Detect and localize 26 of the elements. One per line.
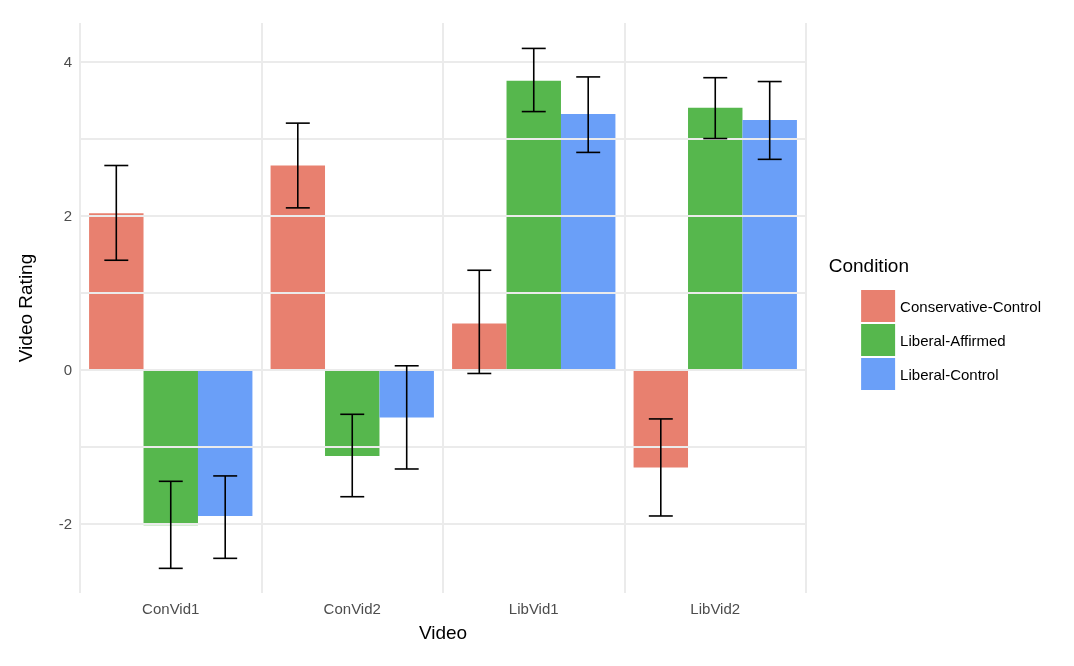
x-tick-label: LibVid1 <box>508 600 559 617</box>
legend-label: Liberal-Affirmed <box>900 331 1006 349</box>
x-tick-label: ConVid2 <box>323 600 381 617</box>
bar <box>379 369 434 418</box>
bar <box>270 165 326 370</box>
bar <box>143 369 198 526</box>
bar <box>560 113 616 370</box>
x-axis-title: Video <box>418 622 468 643</box>
x-tick-label: ConVid1 <box>142 600 200 617</box>
bar <box>89 213 144 370</box>
bar <box>506 80 561 370</box>
bar <box>325 369 380 456</box>
y-tick-label: 2 <box>63 207 72 225</box>
x-tick-label: LibVid2 <box>690 600 741 617</box>
y-tick-label: 0 <box>63 361 72 379</box>
y-tick-label: 4 <box>63 53 72 71</box>
y-tick-label: -2 <box>58 515 72 533</box>
bar <box>452 323 507 370</box>
bar <box>197 369 253 516</box>
legend-title: Condition <box>828 255 909 276</box>
legend-label: Liberal-Control <box>900 365 999 383</box>
y-axis-title: Video Rating <box>15 253 36 363</box>
legend-label: Conservative-Control <box>900 297 1041 315</box>
bar <box>742 120 797 370</box>
bar <box>688 107 743 370</box>
bar <box>633 369 689 468</box>
